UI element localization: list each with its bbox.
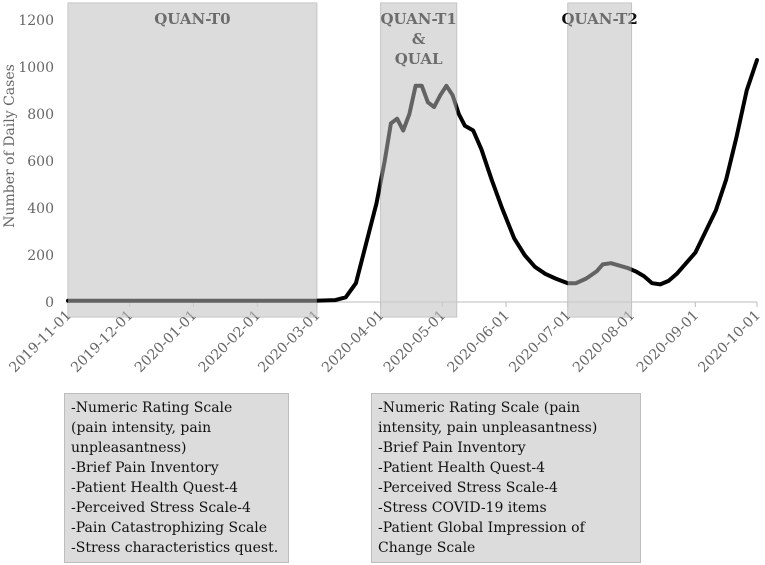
measures-box-t0: -Numeric Rating Scale (pain intensity, p…: [64, 393, 289, 563]
x-tick-label: 2019-11-01: [6, 308, 74, 376]
period-band: [380, 2, 458, 318]
x-tick-label: 2020-04-01: [319, 308, 387, 376]
x-tick-label: 2020-10-01: [695, 308, 763, 376]
x-tick-label: 2020-02-01: [196, 308, 264, 376]
measure-line: -Numeric Rating Scale (pain: [378, 400, 581, 416]
x-tick-label: 2020-09-01: [634, 308, 702, 376]
period-band: [67, 2, 318, 318]
x-tick-label: 2020-07-01: [506, 308, 574, 376]
measure-line: -Patient Health Quest-4: [378, 460, 545, 476]
measure-line: -Patient Health Quest-4: [71, 480, 238, 496]
measure-line: -Perceived Stress Scale-4: [378, 480, 558, 496]
y-axis-label: Number of Daily Cases: [2, 64, 18, 228]
x-tick-label: 2020-05-01: [381, 308, 449, 376]
y-tick-label: 600: [27, 154, 54, 170]
measure-line: intensity, pain unpleasantness): [378, 420, 598, 436]
y-tick-label: 0: [45, 295, 54, 311]
y-tick-label: 1200: [18, 13, 54, 29]
measure-line: -Pain Catastrophizing Scale: [71, 520, 268, 536]
x-tick-label: 2020-01-01: [132, 308, 200, 376]
measure-line: -Perceived Stress Scale-4: [71, 500, 251, 516]
chart: QUAN-T0 QUAN-T1 & QUAL QUAN-T2 0 200 400 600 800 1…: [2, 2, 764, 376]
daily-cases-line: [66, 58, 759, 303]
period-label: QUAN-T2: [561, 10, 637, 28]
measures-box-t1-t2: -Numeric Rating Scale (pain intensity, p…: [371, 393, 641, 563]
period-label: &: [412, 30, 426, 48]
measure-line: -Brief Pain Inventory: [71, 460, 219, 476]
y-tick-label: 200: [27, 248, 54, 264]
period-label: QUAL: [395, 50, 443, 68]
period-band-overlay: [380, 3, 457, 317]
measure-line: unpleasantness): [71, 440, 187, 456]
y-tick-label: 1000: [18, 60, 54, 76]
measure-line: (pain intensity, pain: [71, 420, 212, 436]
y-tick-label: 400: [27, 201, 54, 217]
period-band-overlay: [68, 3, 317, 317]
x-tick-label: 2020-08-01: [570, 308, 638, 376]
period-label: QUAN-T0: [154, 10, 230, 28]
y-tick-label: 800: [27, 107, 54, 123]
period-label: QUAN-T1: [380, 10, 456, 28]
measure-line: -Stress characteristics quest.: [71, 540, 279, 556]
x-tick-label: 2020-06-01: [445, 308, 513, 376]
x-tick-label: 2019-12-01: [68, 308, 136, 376]
measure-line: -Numeric Rating Scale: [71, 400, 233, 416]
measure-line: -Patient Global Impression of: [378, 520, 585, 536]
x-tick-label: 2020-03-01: [255, 308, 323, 376]
measure-line: -Brief Pain Inventory: [378, 440, 526, 456]
measure-line: Change Scale: [378, 540, 476, 556]
measure-line: -Stress COVID-19 items: [378, 500, 547, 516]
period-band-overlay: [567, 3, 632, 317]
